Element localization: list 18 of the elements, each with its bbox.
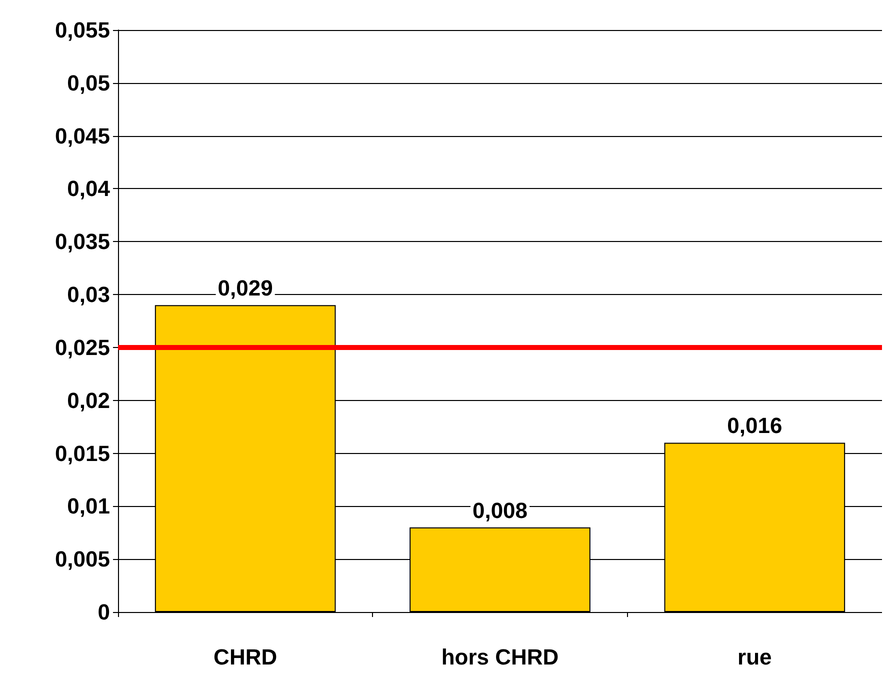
y-tick-label: 0,04	[67, 176, 111, 202]
y-tick-label: 0,01	[67, 494, 110, 519]
y-tick-label: 0,03	[67, 282, 110, 308]
y-tick-label: 0,055	[54, 18, 110, 42]
y-tick-label: 0,05	[67, 70, 110, 96]
y-tick-label: 0,005	[54, 546, 110, 572]
x-tick-label: hors CHRD	[441, 644, 559, 670]
data-label: 0,016	[727, 413, 782, 438]
x-tick-label: rue	[738, 644, 772, 670]
data-label: 0,008	[472, 498, 528, 523]
y-tick-label: 0,025	[54, 334, 110, 360]
y-tick-label: 0,035	[54, 229, 110, 254]
y-tick-label: 0	[98, 600, 110, 624]
data-label: 0,029	[218, 276, 273, 301]
y-tick-label: 0,015	[54, 440, 110, 466]
y-tick-label: 0,02	[67, 388, 110, 413]
x-tick-label: CHRD	[214, 644, 278, 670]
y-tick-label: 0,045	[54, 123, 110, 148]
